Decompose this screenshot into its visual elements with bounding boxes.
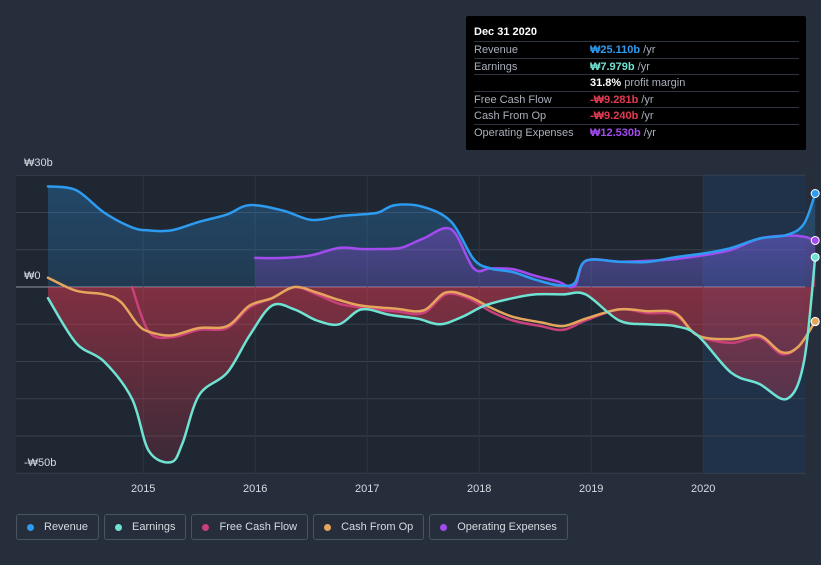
- cash-from-op-end-marker: [810, 316, 820, 326]
- operating-expenses-end-marker: [810, 235, 820, 245]
- tooltip-row-label: Revenue: [474, 44, 519, 56]
- legend: Revenue Earnings Free Cash Flow Cash From O…: [16, 514, 568, 542]
- legend-item-operating-expenses[interactable]: Operating Expenses: [429, 514, 568, 540]
- legend-item-free-cash-flow[interactable]: Free Cash Flow: [191, 514, 309, 540]
- legend-label: Revenue: [44, 521, 89, 533]
- legend-item-revenue[interactable]: Revenue: [16, 514, 100, 540]
- legend-dot-icon: [202, 523, 210, 531]
- tooltip-row-value: ₩25.110b: [590, 44, 641, 56]
- tooltip-row-label: Operating Expenses: [474, 126, 574, 139]
- x-tick-label: 2018: [467, 483, 491, 495]
- x-tick-label: 2016: [243, 483, 267, 495]
- axis-labels: ₩30b ₩0 -₩50b 2015 2016 2017 2018 2019 2020: [24, 157, 715, 495]
- legend-label: Operating Expenses: [457, 521, 557, 533]
- tooltip-row: Earnings ₩7.979b/yr: [474, 57, 799, 75]
- earnings-end-marker: [810, 252, 820, 262]
- tooltip-row-value: 31.8%: [590, 77, 622, 90]
- tooltip-row-label: Cash From Op: [474, 110, 547, 123]
- y-tick-label: -₩50b: [24, 457, 56, 469]
- tooltip-row-value: -₩9.281b: [590, 93, 639, 106]
- legend-item-cash-from-op[interactable]: Cash From Op: [313, 514, 425, 540]
- x-tick-label: 2015: [131, 483, 155, 495]
- legend-dot-icon: [440, 523, 448, 531]
- tooltip-row: Cash From Op -₩9.240b/yr: [474, 107, 799, 124]
- x-tick-label: 2020: [691, 483, 715, 495]
- x-tick-label: 2017: [355, 483, 379, 495]
- y-tick-label: ₩0: [24, 270, 41, 282]
- tooltip-row-value: -₩9.240b: [590, 110, 639, 123]
- tooltip-row-value: ₩7.979b: [590, 60, 635, 73]
- y-tick-label: ₩30b: [24, 157, 53, 169]
- legend-dot-icon: [27, 523, 34, 531]
- tooltip-row: Operating Expenses ₩12.530b/yr: [474, 123, 799, 141]
- series-end-markers: [810, 189, 820, 327]
- tooltip-row-unit: /yr: [637, 60, 650, 73]
- tooltip-row-label: Earnings: [474, 60, 518, 73]
- tooltip-panel: Dec 31 2020 Revenue ₩25.110b/yr Earnings ₩7…: [466, 16, 806, 150]
- tooltip-row-value: ₩12.530b: [590, 126, 641, 139]
- tooltip-row-label: Free Cash Flow: [474, 93, 552, 106]
- tooltip-row: Revenue ₩25.110b/yr: [474, 41, 799, 58]
- tooltip-row-unit: /yr: [643, 44, 656, 56]
- tooltip-rows: Revenue ₩25.110b/yr Earnings ₩7.979b/yr 31.8…: [474, 41, 799, 141]
- earnings-line: [46, 255, 817, 464]
- tooltip-row-label: [474, 75, 590, 91]
- operating-expenses-line: [253, 226, 817, 289]
- legend-item-earnings[interactable]: Earnings: [104, 514, 187, 540]
- legend-label: Earnings: [132, 521, 176, 533]
- legend-dot-icon: [115, 523, 123, 531]
- legend-dot-icon: [324, 523, 332, 531]
- legend-label: Free Cash Flow: [219, 521, 298, 533]
- tooltip-date: Dec 31 2020: [474, 26, 537, 38]
- tooltip-row: 31.8% profit margin: [474, 74, 799, 91]
- revenue-line: [46, 185, 817, 288]
- tooltip-row-unit: /yr: [641, 93, 654, 106]
- operating-expenses-area: [255, 228, 816, 288]
- revenue-end-marker: [810, 189, 820, 199]
- x-tick-label: 2019: [579, 483, 603, 495]
- legend-label: Cash From Op: [341, 521, 414, 533]
- tooltip-row-unit: /yr: [641, 110, 654, 123]
- tooltip-row-unit: profit margin: [624, 77, 686, 90]
- tooltip-row-unit: /yr: [643, 126, 656, 139]
- series-lines: [46, 185, 817, 464]
- tooltip-row: Free Cash Flow -₩9.281b/yr: [474, 90, 799, 108]
